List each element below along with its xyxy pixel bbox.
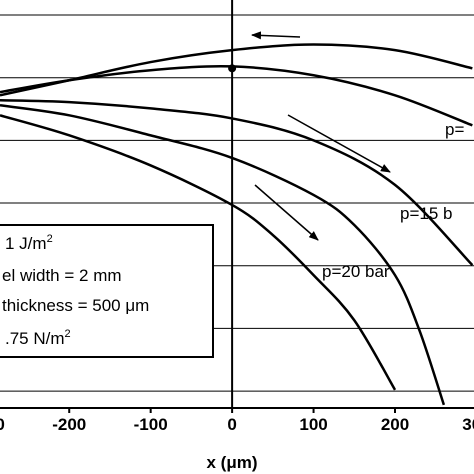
info-sup: 2 — [65, 328, 71, 340]
curve-label: p=15 b — [400, 204, 452, 223]
arrow — [254, 184, 319, 241]
x-tick-label: -100 — [134, 415, 168, 434]
arrow — [251, 31, 301, 40]
curves — [0, 43, 474, 406]
arrow — [287, 114, 391, 173]
info-line: .75 N/m2 — [5, 328, 71, 348]
x-tick-label: -200 — [52, 415, 86, 434]
info-sup: 2 — [47, 233, 53, 245]
curve — [0, 114, 397, 391]
info-text: 1 J/m — [5, 234, 47, 253]
info-box — [0, 224, 214, 358]
x-tick-label: 300 — [462, 415, 474, 434]
x-tick-label: 200 — [381, 415, 409, 434]
x-tick-label: 100 — [299, 415, 327, 434]
info-text: thickness = 500 μm — [2, 296, 149, 315]
info-line: 1 J/m2 — [5, 233, 53, 253]
x-tick-label: 0 — [227, 415, 236, 434]
curve-label: p= — [445, 120, 464, 139]
point-marker — [228, 64, 237, 73]
curve — [0, 43, 473, 97]
info-line: thickness = 500 μm — [2, 296, 149, 315]
curve — [0, 99, 474, 266]
info-text: .75 N/m — [5, 329, 65, 348]
info-text: el width = 2 mm — [2, 266, 122, 285]
x-tick-label: -300 — [0, 415, 5, 434]
x-axis-label: x (μm) — [206, 453, 257, 472]
curve — [0, 104, 446, 406]
info-line: el width = 2 mm — [2, 266, 122, 285]
curve-label: p=20 bar — [322, 262, 390, 281]
